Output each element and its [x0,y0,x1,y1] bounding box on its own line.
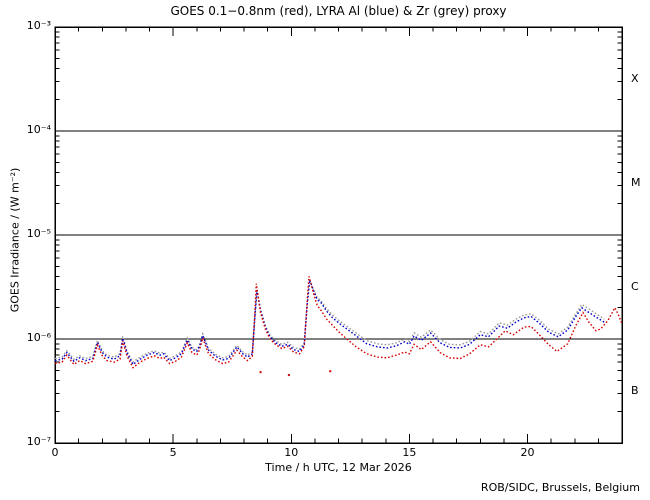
y-tick-label: 10⁻⁵ [26,227,51,240]
flare-class-label: X [631,72,639,85]
credit-text: ROB/SIDC, Brussels, Belgium [480,481,640,494]
flare-class-label: C [631,280,639,293]
x-tick-label: 5 [169,446,177,459]
x-axis-title: Time / h UTC, 12 Mar 2026 [265,461,412,474]
y-tick-label: 10⁻⁶ [26,331,51,344]
outlier-dot [287,374,290,377]
y-tick-label: 10⁻⁴ [26,123,51,136]
y-axis-title: GOES Irradiance / (W m⁻²) [8,167,22,313]
outlier-dot [329,370,332,373]
y-tick-label: 10⁻⁷ [26,435,51,448]
x-tick-label: 15 [402,446,417,459]
x-tick-label: 20 [520,446,535,459]
flare-class-label: B [631,384,639,397]
series-lyra-al-proxy [54,279,605,366]
flare-class-label: M [631,176,641,189]
x-tick-label: 10 [284,446,299,459]
series-lyra-zr-proxy [54,278,605,364]
outlier-dot [259,371,262,374]
chart-title: GOES 0.1−0.8nm (red), LYRA Al (blue) & Z… [170,4,507,18]
series-goes-0-1-0-8nm [54,276,623,369]
y-tick-label: 10⁻³ [26,19,51,32]
x-tick-label: 0 [51,446,59,459]
